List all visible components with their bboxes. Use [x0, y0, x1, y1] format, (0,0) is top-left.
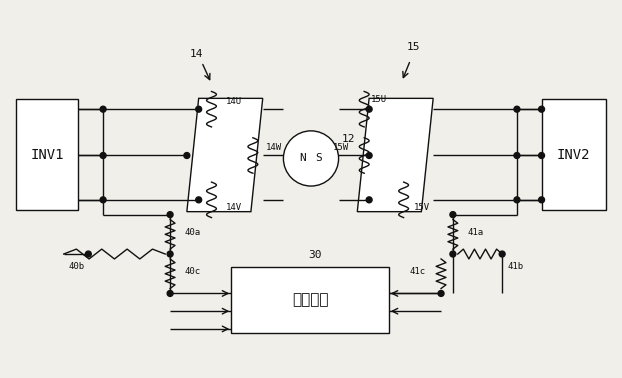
Bar	[16, 99, 78, 210]
Polygon shape	[187, 98, 262, 212]
Circle shape	[196, 106, 202, 112]
Text: 14V: 14V	[226, 203, 243, 212]
Circle shape	[450, 251, 456, 257]
Text: 14: 14	[190, 49, 203, 59]
Bar	[231, 267, 389, 333]
Circle shape	[366, 106, 372, 112]
Text: INV2: INV2	[557, 147, 590, 161]
Text: 14W: 14W	[266, 143, 282, 152]
Text: 15V: 15V	[414, 203, 430, 212]
Circle shape	[450, 212, 456, 218]
Text: 制御装置: 制御装置	[292, 292, 328, 307]
Circle shape	[499, 251, 505, 257]
Circle shape	[539, 197, 544, 203]
Circle shape	[514, 197, 520, 203]
Circle shape	[196, 197, 202, 203]
Text: 15W: 15W	[333, 143, 350, 152]
Circle shape	[366, 153, 372, 158]
Circle shape	[284, 131, 338, 186]
Circle shape	[100, 106, 106, 112]
Circle shape	[100, 153, 106, 158]
Text: 41c: 41c	[409, 267, 425, 276]
Text: INV1: INV1	[30, 147, 64, 161]
Circle shape	[167, 251, 173, 257]
Text: 40b: 40b	[68, 262, 85, 271]
Text: 14U: 14U	[226, 97, 243, 106]
Circle shape	[438, 290, 444, 296]
Circle shape	[167, 290, 173, 296]
Text: N: N	[300, 153, 307, 163]
Circle shape	[539, 106, 544, 112]
Circle shape	[100, 197, 106, 203]
Polygon shape	[357, 98, 433, 212]
Text: 15U: 15U	[371, 95, 388, 104]
Text: 30: 30	[308, 250, 322, 260]
Circle shape	[366, 197, 372, 203]
Text: 40a: 40a	[185, 228, 201, 237]
Circle shape	[184, 153, 190, 158]
Circle shape	[514, 153, 520, 158]
Text: 40c: 40c	[185, 267, 201, 276]
Circle shape	[85, 251, 91, 257]
Text: 15: 15	[407, 42, 420, 52]
Text: 41a: 41a	[468, 228, 484, 237]
Text: 41b: 41b	[507, 262, 523, 271]
Text: 12: 12	[341, 134, 355, 144]
Circle shape	[539, 153, 544, 158]
Circle shape	[167, 212, 173, 218]
Bar	[542, 99, 606, 210]
Circle shape	[514, 106, 520, 112]
Text: S: S	[315, 153, 322, 163]
